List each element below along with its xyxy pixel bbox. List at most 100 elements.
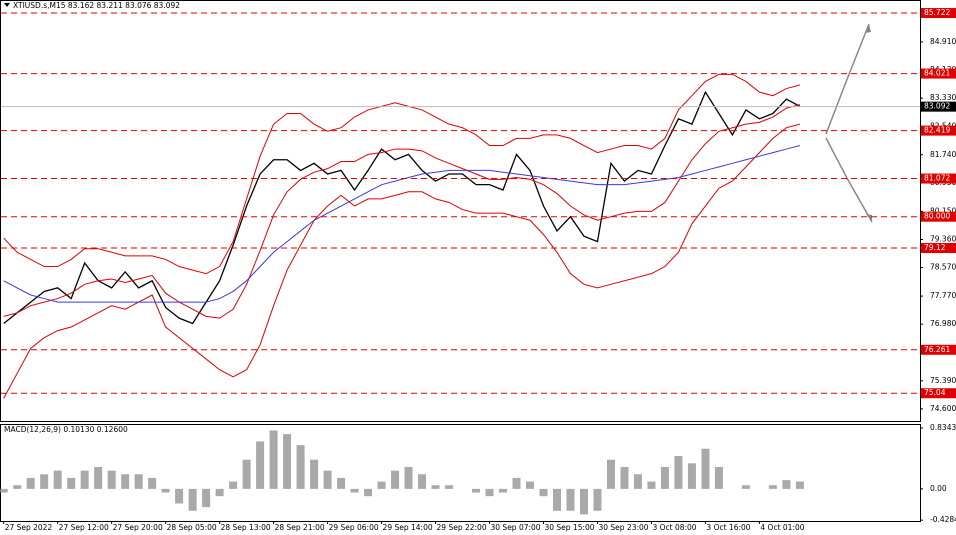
macd-bar: [188, 488, 197, 511]
level-label: 81.072: [924, 174, 950, 183]
series-line: [3, 145, 801, 303]
y-tick-label: 75.390: [930, 376, 956, 385]
macd-bar: [13, 485, 22, 489]
macd-bar: [202, 488, 211, 508]
macd-bar: [539, 488, 548, 497]
macd-bar: [404, 466, 413, 489]
macd-bar: [579, 488, 588, 515]
level-label: 76.261: [924, 345, 950, 354]
menu-arrow[interactable]: [4, 3, 10, 7]
x-tick-label: 30 Sep 07:00: [491, 523, 541, 532]
level-box: [921, 68, 956, 79]
macd-bar: [499, 488, 508, 493]
macd-bar: [67, 477, 76, 489]
y-tick-label: 80.150: [930, 206, 956, 215]
macd-bar: [310, 459, 319, 489]
arrowhead: [865, 24, 871, 33]
x-tick-label: 29 Sep 06:00: [329, 523, 379, 532]
macd-title: MACD(12,26,9) 0.10130 0.12600: [4, 425, 128, 434]
level-box: [921, 243, 956, 254]
macd-bar: [593, 488, 602, 511]
macd-bar: [148, 477, 157, 489]
current-price-label: 83.092: [924, 102, 950, 111]
arrowhead: [866, 214, 872, 222]
macd-bar: [377, 481, 386, 489]
macd-panel-border: [0, 424, 921, 522]
x-tick-label: 4 Oct 01:00: [760, 523, 804, 532]
y-tick-label: 77.770: [930, 291, 956, 300]
y-tick-label: 74.600: [930, 404, 956, 413]
x-tick-label: 28 Sep 13:00: [221, 523, 271, 532]
level-label: 85.722: [924, 8, 950, 17]
macd-bar: [391, 470, 400, 489]
macd-bar: [175, 488, 184, 504]
macd-bar: [134, 474, 143, 489]
macd-bar: [552, 488, 561, 511]
x-tick-label: 30 Sep 15:00: [544, 523, 594, 532]
macd-bar: [26, 477, 35, 489]
macd-bar: [566, 488, 575, 511]
macd-bar: [161, 488, 170, 493]
macd-bar: [782, 480, 791, 489]
x-tick-label: 28 Sep 05:00: [167, 523, 217, 532]
x-tick-label: 29 Sep 14:00: [383, 523, 433, 532]
macd-bar: [647, 481, 656, 489]
macd-bar: [485, 488, 494, 497]
macd-bar: [40, 474, 49, 489]
macd-bar: [53, 470, 62, 489]
macd-bar: [323, 470, 332, 489]
macd-bar: [80, 470, 89, 489]
y-tick-label: 81.740: [930, 150, 956, 159]
y-tick-label: 0.00: [930, 484, 947, 493]
macd-bar: [525, 481, 534, 489]
y-tick-label: 79.360: [930, 234, 956, 243]
macd-bar: [337, 477, 346, 489]
forecast-arrow-up: [825, 23, 870, 135]
level-box: [921, 8, 956, 19]
x-tick-label: 3 Oct 08:00: [652, 523, 696, 532]
level-box: [921, 211, 956, 222]
macd-bar: [768, 485, 777, 489]
x-tick-label: 29 Sep 22:00: [437, 523, 487, 532]
chart-title: XTIUSD.s,M15 83.162 83.211 83.076 83.092: [13, 1, 180, 10]
macd-bar: [795, 481, 804, 489]
level-box: [921, 344, 956, 355]
level-label: 75.04: [924, 388, 946, 397]
macd-bar: [431, 485, 440, 489]
x-tick-label: 27 Sep 20:00: [113, 523, 163, 532]
macd-bar: [269, 430, 278, 489]
macd-bar: [660, 466, 669, 489]
forecast-arrow-down: [825, 137, 873, 223]
macd-bar: [714, 466, 723, 489]
level-box: [921, 173, 956, 184]
macd-bar: [674, 456, 683, 489]
macd-bar: [107, 470, 116, 489]
level-label: 79.12: [924, 243, 946, 252]
macd-bar: [445, 485, 454, 489]
macd-bar: [121, 474, 130, 489]
macd-bar: [94, 466, 103, 489]
x-tick-label: 3 Oct 16:00: [706, 523, 750, 532]
current-price-box: [921, 101, 956, 112]
series-line: [3, 104, 801, 319]
macd-bar: [229, 481, 238, 489]
macd-bar: [0, 488, 8, 493]
macd-bar: [687, 463, 696, 489]
macd-bar: [283, 434, 292, 489]
y-tick-label: 83.330: [930, 93, 956, 102]
macd-bar: [350, 488, 359, 493]
x-tick-label: 27 Sep 2022: [5, 523, 53, 532]
macd-bar: [633, 474, 642, 489]
level-label: 82.419: [924, 126, 950, 135]
level-box: [921, 125, 956, 136]
series-line: [3, 90, 801, 325]
level-box: [921, 388, 956, 399]
x-tick-label: 30 Sep 23:00: [598, 523, 648, 532]
macd-bar: [296, 445, 305, 489]
y-tick-label: 78.570: [930, 263, 956, 272]
macd-bar: [364, 488, 373, 497]
macd-bar: [472, 488, 481, 493]
